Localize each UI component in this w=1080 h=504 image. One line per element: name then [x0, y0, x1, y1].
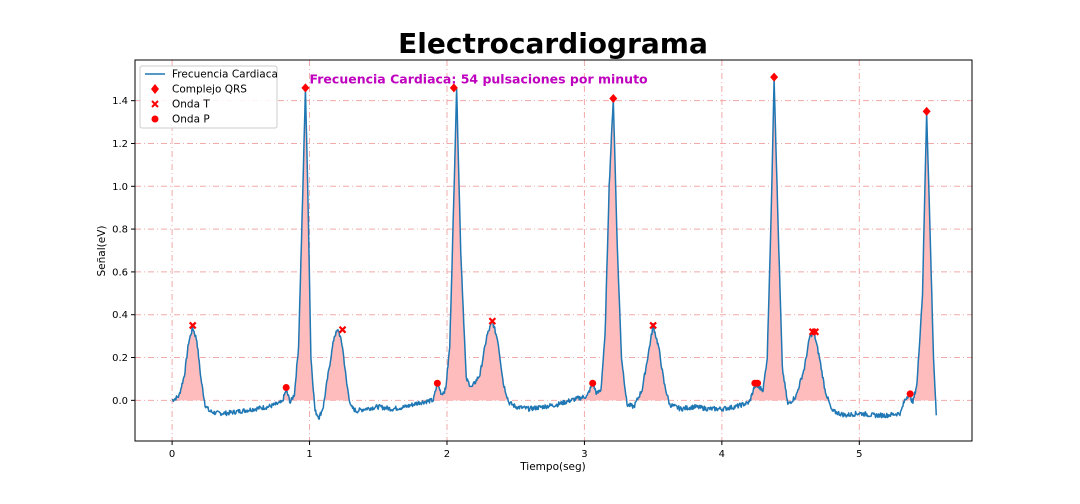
- legend-label-onda-p: Onda P: [172, 114, 210, 126]
- y-tick-label: 0.8: [112, 225, 128, 236]
- y-tick-label: 0.4: [112, 310, 128, 321]
- legend-x-icon: [151, 100, 159, 108]
- series-line-frecuencia: [171, 78, 938, 420]
- legend-box: [139, 65, 278, 129]
- marker-qrs: [609, 94, 618, 104]
- y-tick-label: 0.2: [112, 353, 128, 364]
- x-tick-label: 2: [444, 449, 450, 460]
- y-tick-label: 1.2: [112, 139, 128, 150]
- heart-rate-annotation: Frecuencia Cardiaca: 54 pulsaciones por …: [310, 71, 649, 86]
- legend-circle-icon: [151, 115, 159, 123]
- legend: Frecuencia Cardiaca Complejo QRS Onda T …: [139, 65, 278, 129]
- plot-frame: [134, 59, 973, 442]
- series-line-layer: [171, 78, 938, 420]
- marker-onda-t: [188, 321, 197, 330]
- marker-qrs: [770, 72, 779, 82]
- legend-label-onda-t: Onda T: [172, 99, 210, 111]
- x-tick-label: 1: [306, 449, 312, 460]
- marker-qrs: [922, 106, 931, 116]
- marker-onda-p: [589, 379, 597, 387]
- marker-qrs: [449, 83, 458, 93]
- y-tick-label: 1.4: [112, 96, 128, 107]
- legend-diamond-icon: [151, 84, 159, 94]
- marker-onda-t: [488, 317, 497, 325]
- x-tick-label: 3: [581, 449, 587, 460]
- chart-title: Electrocardiograma: [398, 27, 708, 60]
- y-tick-label: 0.0: [112, 396, 128, 407]
- legend-label-qrs: Complejo QRS: [172, 84, 247, 96]
- x-tick-label: 4: [719, 449, 725, 460]
- x-axis-label: Tiempo(seg): [519, 461, 586, 473]
- y-tick-label: 0.6: [112, 267, 128, 278]
- marker-onda-t: [338, 325, 347, 334]
- y-tick-label: 1.0: [112, 182, 128, 193]
- axis-ticks: 0 1 2 3 4 5 0.0 0.2 0.4 0.6 0.8 1.0 1.2 1.4: [112, 96, 862, 460]
- marker-qrs: [301, 83, 310, 93]
- marker-onda-p: [754, 379, 762, 387]
- marker-onda-t: [811, 328, 820, 336]
- x-tick-label: 0: [169, 449, 175, 460]
- marker-onda-p: [433, 379, 441, 387]
- marker-onda-p: [906, 390, 914, 398]
- marker-layer: [188, 72, 931, 398]
- x-tick-label: 5: [856, 449, 862, 460]
- y-axis-label: Señal(eV): [96, 226, 108, 277]
- marker-onda-t: [649, 321, 657, 330]
- legend-label-frecuencia: Frecuencia Cardiaca: [172, 69, 278, 81]
- marker-onda-p: [282, 383, 290, 391]
